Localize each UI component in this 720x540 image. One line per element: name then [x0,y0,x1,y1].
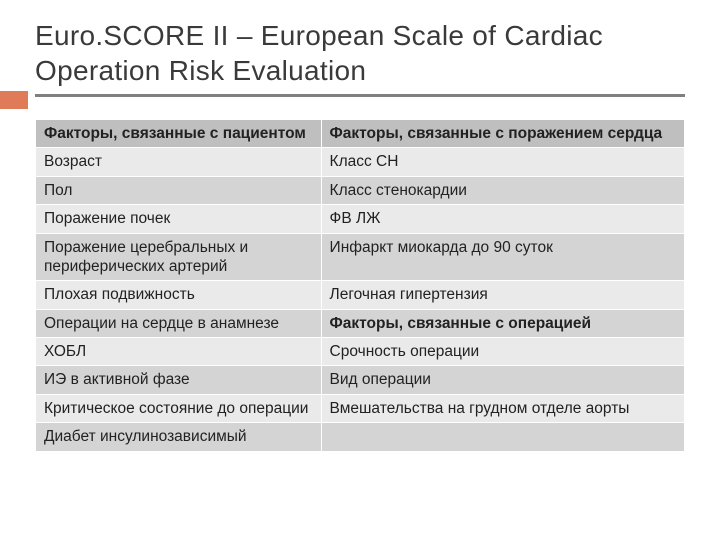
table-cell: ИЭ в активной фазе [36,366,322,394]
table-cell: Диабет инсулинозависимый [36,423,322,451]
title-block: Euro.SCORE II – European Scale of Cardia… [35,18,685,97]
table-cell: Вид операции [321,366,684,394]
accent-bar [0,91,28,109]
table-cell [321,423,684,451]
table-cell: Срочность операции [321,338,684,366]
table-row: Поражение почекФВ ЛЖ [36,205,685,233]
table-cell: Класс СН [321,148,684,176]
table-cell: Класс стенокардии [321,176,684,204]
column-header: Факторы, связанные с поражением сердца [321,120,684,148]
table-cell: ФВ ЛЖ [321,205,684,233]
table-cell: Плохая подвижность [36,281,322,309]
column-header: Факторы, связанные с пациентом [36,120,322,148]
table-row: Плохая подвижностьЛегочная гипертензия [36,281,685,309]
table-header-row: Факторы, связанные с пациентомФакторы, с… [36,120,685,148]
table-cell: ХОБЛ [36,338,322,366]
table-cell: Критическое состояние до операции [36,394,322,422]
table-cell: Легочная гипертензия [321,281,684,309]
table-cell: Поражение почек [36,205,322,233]
table-row: ПолКласс стенокардии [36,176,685,204]
factors-table: Факторы, связанные с пациентомФакторы, с… [35,119,685,452]
table-cell: Факторы, связанные с операцией [321,309,684,337]
table-cell: Поражение церебральных и периферических … [36,233,322,281]
page-title: Euro.SCORE II – European Scale of Cardia… [35,18,685,88]
slide: Euro.SCORE II – European Scale of Cardia… [0,0,720,540]
table-row: ВозрастКласс СН [36,148,685,176]
table-row: ИЭ в активной фазеВид операции [36,366,685,394]
table-row: Поражение церебральных и периферических … [36,233,685,281]
table-cell: Возраст [36,148,322,176]
table-row: Операции на сердце в анамнезеФакторы, св… [36,309,685,337]
table-row: Диабет инсулинозависимый [36,423,685,451]
table-cell: Операции на сердце в анамнезе [36,309,322,337]
title-underline [35,94,685,97]
table-cell: Инфаркт миокарда до 90 суток [321,233,684,281]
table-row: Критическое состояние до операцииВмешате… [36,394,685,422]
table-row: ХОБЛСрочность операции [36,338,685,366]
table-cell: Пол [36,176,322,204]
table-cell: Вмешательства на грудном отделе аорты [321,394,684,422]
